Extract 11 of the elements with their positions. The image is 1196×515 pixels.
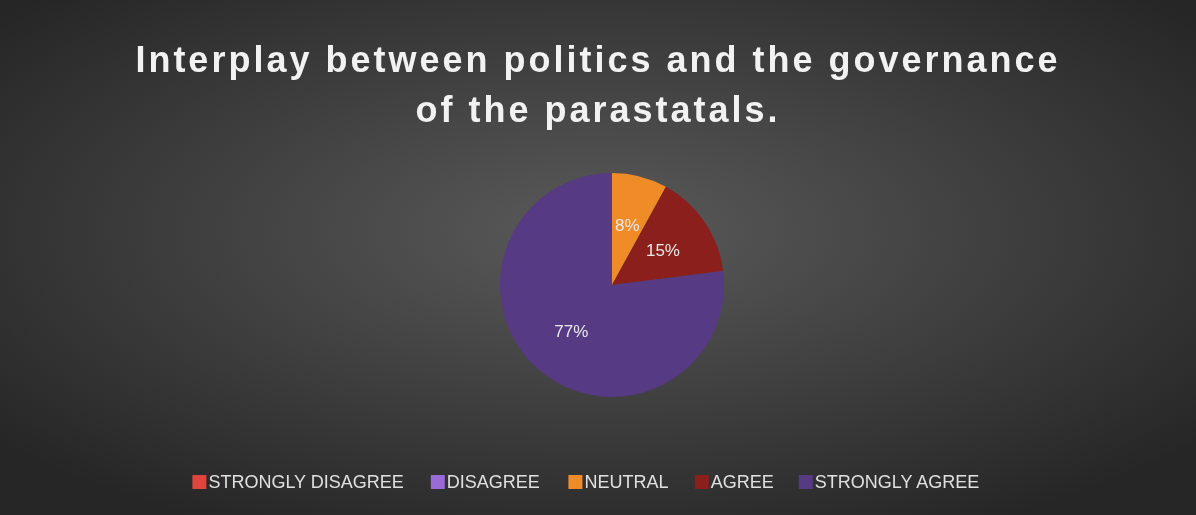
legend-label: STRONGLY AGREE <box>814 472 980 493</box>
data-label: 15% <box>645 241 680 261</box>
data-label: 77% <box>554 322 589 342</box>
pie-slice <box>612 186 724 285</box>
legend-label: AGREE <box>710 472 774 493</box>
legend-label: STRONGLY DISAGREE <box>208 472 404 493</box>
data-label: 8% <box>615 216 640 236</box>
pie-slice <box>500 173 724 397</box>
legend-label: DISAGREE <box>446 472 540 493</box>
chart-title: Interplay between politics and the governance of the parastatals. <box>135 39 1061 130</box>
legend-label: NEUTRAL <box>584 472 669 493</box>
